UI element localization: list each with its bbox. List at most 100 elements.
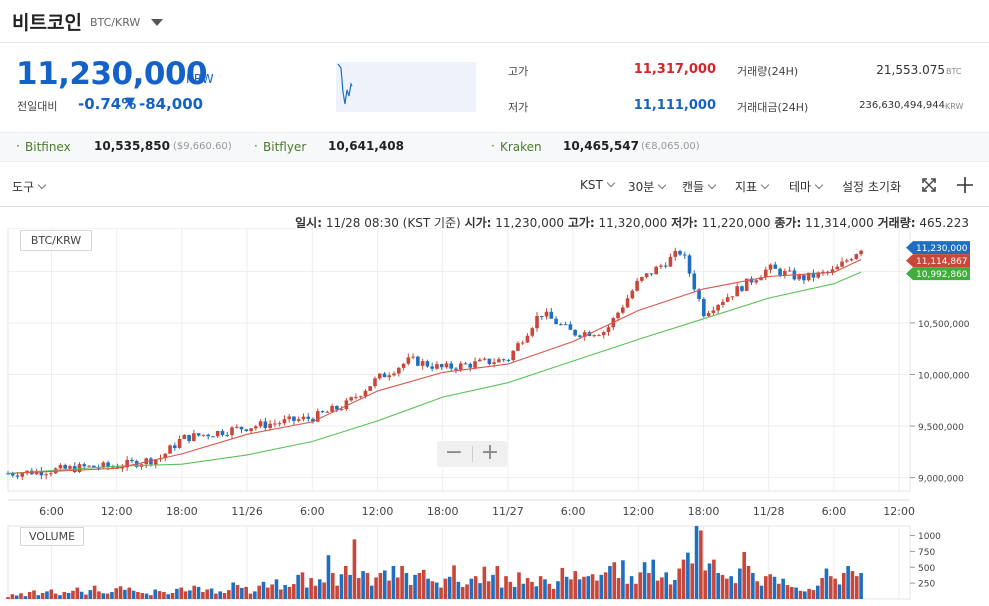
volume-bar: [19, 593, 23, 599]
tools-menu[interactable]: 도구: [12, 178, 47, 195]
candle-body: [106, 462, 110, 467]
tools-menu-label: 도구: [12, 180, 35, 194]
indicator-menu[interactable]: 지표: [735, 178, 770, 195]
exchange-name[interactable]: Kraken: [500, 140, 542, 154]
volume-bar: [755, 581, 759, 599]
candle-body: [44, 474, 48, 476]
candle-body: [554, 318, 558, 325]
volume-bar: [634, 583, 638, 599]
volume-bar: [244, 586, 248, 599]
volume-axis: 250 500 750 1000: [910, 532, 941, 590]
reset-settings-button[interactable]: 설정 초기화: [842, 180, 902, 194]
candle-body: [192, 433, 196, 442]
candle-body: [201, 434, 206, 436]
exchange-name[interactable]: Bitfinex: [25, 140, 71, 154]
candle-body: [687, 255, 692, 274]
current-price: 11,230,000: [16, 56, 208, 92]
candle-body: [654, 266, 658, 275]
candle-body: [830, 269, 835, 273]
volume-bar: [465, 584, 469, 599]
volume-bar: [417, 572, 422, 599]
volume-bar: [79, 591, 84, 599]
volume-bar: [720, 574, 725, 599]
price-chart[interactable]: 9,000,000 9,500,000 10,000,000 10,500,000 11…: [0, 228, 989, 606]
candle-body: [673, 251, 678, 257]
volume-tick-label: 1000: [918, 532, 941, 542]
page-header: [0, 0, 989, 43]
candle-body: [773, 264, 778, 269]
volume-bar: [499, 587, 504, 599]
price-unit: KRW: [186, 72, 214, 86]
volume-bar: [439, 587, 443, 599]
volume-bar: [621, 560, 625, 599]
candle-body: [635, 280, 639, 291]
candle-body: [573, 329, 577, 336]
volume-bar: [642, 562, 647, 599]
price-tag-label: 10,992,860: [916, 270, 968, 280]
volume-bar: [725, 578, 729, 599]
candle-body: [706, 312, 711, 317]
volume-bar: [603, 572, 608, 599]
interval-menu[interactable]: 30분: [628, 178, 667, 195]
zoom-out-button[interactable]: −: [444, 440, 464, 465]
volume-bar: [452, 565, 456, 599]
candle-body: [630, 290, 635, 299]
coin-name: 비트코인: [12, 12, 82, 34]
volume-bar: [820, 578, 824, 599]
zoom-in-button[interactable]: +: [480, 440, 500, 465]
ma-slow-line: [7, 271, 862, 475]
candle-body: [344, 400, 349, 410]
x-tick-label: 12:00: [362, 505, 394, 518]
candlesticks: [6, 247, 863, 480]
x-tick-label: 6:00: [39, 505, 64, 518]
volume-bar: [430, 581, 435, 599]
candle-body: [659, 265, 663, 267]
candle-label: 캔들: [682, 180, 705, 194]
volume-bar: [612, 562, 617, 599]
change-label: 전일대비: [17, 100, 58, 113]
candle-body: [339, 409, 344, 411]
chevron-down-icon[interactable]: [151, 19, 163, 26]
volume-bar: [261, 581, 266, 599]
info-time-value: 11/28 08:30 (KST 기준): [325, 216, 461, 230]
candle-body: [287, 416, 291, 420]
candle-body: [539, 315, 544, 317]
candle-body: [39, 470, 44, 476]
candle-body: [168, 445, 172, 454]
volume-label: VOLUME: [20, 527, 84, 546]
info-high-label: 고가:: [567, 216, 595, 230]
add-icon[interactable]: [956, 176, 974, 194]
candle-body: [182, 434, 187, 439]
volume-bar: [651, 559, 656, 599]
candle-body: [783, 270, 787, 276]
volume-bar: [23, 596, 28, 599]
candle-body: [563, 324, 568, 326]
volume-bar: [824, 568, 829, 599]
volume-bar: [292, 584, 296, 599]
theme-menu[interactable]: 테마: [789, 178, 824, 195]
candle-menu[interactable]: 캔들: [682, 178, 717, 195]
volume-bar: [803, 591, 807, 599]
exchange-name[interactable]: Bitflyer: [263, 140, 307, 154]
volume-bar: [846, 565, 850, 599]
candle-body: [506, 359, 511, 361]
timezone-menu[interactable]: KST: [580, 178, 616, 192]
price-tag-label: 11,230,000: [916, 244, 968, 254]
fullscreen-icon[interactable]: [921, 177, 937, 193]
volume-bar: [183, 591, 188, 599]
volume-bar: [577, 579, 582, 599]
candle-body: [525, 335, 530, 343]
volume-bar: [699, 530, 703, 599]
candle-body: [273, 423, 277, 425]
price-sparkline: [336, 62, 476, 112]
volume-bar: [837, 584, 842, 599]
volume-bar: [140, 592, 145, 599]
dot-icon: ·: [254, 139, 258, 153]
volume-bar: [625, 583, 630, 599]
exchange-price: 10,535,850: [94, 139, 170, 153]
candle-body: [196, 433, 201, 436]
volume-bar: [400, 565, 404, 599]
zoom-divider: [472, 446, 473, 462]
candle-body: [511, 350, 515, 361]
volume-bar: [162, 592, 166, 599]
